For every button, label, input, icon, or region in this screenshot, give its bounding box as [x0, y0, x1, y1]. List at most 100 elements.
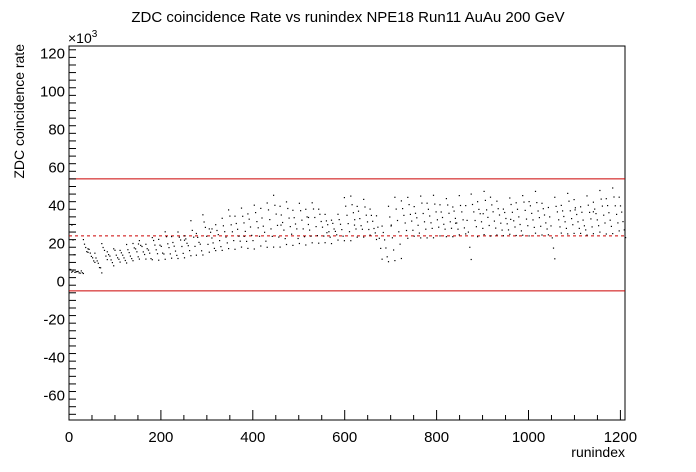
data-point [449, 221, 451, 223]
data-point [315, 226, 317, 228]
data-point [603, 214, 605, 216]
data-point [83, 243, 86, 245]
data-point [224, 231, 226, 233]
data-point [257, 227, 259, 229]
data-point [618, 230, 620, 232]
data-point [487, 216, 489, 218]
data-point [368, 228, 370, 231]
data-point [341, 229, 343, 231]
data-point [426, 237, 428, 239]
data-point [573, 232, 575, 234]
data-point [135, 248, 137, 250]
data-point [106, 259, 108, 261]
data-point [333, 228, 335, 230]
data-point [375, 238, 378, 241]
data-point [619, 205, 622, 207]
data-point [551, 237, 553, 239]
data-point [80, 270, 82, 272]
data-point [183, 235, 186, 237]
data-point [528, 235, 530, 237]
data-point [496, 234, 498, 236]
data-point [613, 196, 615, 198]
data-point [488, 224, 490, 227]
data-point [547, 234, 549, 236]
data-point [422, 212, 424, 215]
data-point [326, 232, 328, 234]
data-point [212, 242, 214, 244]
data-point [394, 260, 396, 262]
data-point [181, 245, 183, 248]
data-point [493, 220, 495, 222]
data-point [343, 197, 345, 199]
data-point [296, 228, 298, 230]
data-point [146, 248, 148, 250]
data-point [273, 246, 275, 248]
data-point [459, 204, 462, 207]
data-point [110, 259, 112, 261]
data-point [316, 235, 318, 237]
data-point [77, 270, 79, 272]
data-point [167, 243, 169, 245]
data-point [542, 208, 544, 210]
data-point [203, 221, 205, 223]
data-point [106, 251, 108, 253]
data-point [473, 211, 475, 213]
data-point [489, 235, 492, 237]
data-point [171, 257, 173, 259]
data-point [537, 210, 539, 212]
data-point [616, 213, 618, 215]
data-point [325, 220, 327, 222]
data-point [469, 246, 471, 248]
data-point [330, 219, 333, 221]
data-point [506, 223, 508, 225]
y-axis: 120 100 80 60 40 20 0 -20 -40 -60 [40, 46, 76, 415]
data-point [234, 215, 236, 217]
data-point [311, 242, 313, 244]
data-point [211, 228, 213, 230]
data-point [266, 202, 268, 204]
data-point [533, 226, 535, 228]
data-point [545, 222, 547, 224]
data-point [324, 242, 326, 244]
data-point [301, 219, 303, 221]
data-point [164, 258, 166, 260]
data-point [237, 228, 239, 230]
data-point [347, 223, 349, 225]
data-point [474, 219, 476, 222]
data-point [278, 236, 280, 238]
data-point [186, 242, 188, 244]
data-point [445, 198, 447, 200]
data-point [221, 249, 223, 251]
data-point [574, 207, 576, 209]
data-point [102, 246, 104, 249]
data-point [346, 214, 348, 216]
data-point [515, 202, 517, 204]
x-tick-label: 800 [424, 429, 449, 446]
data-point [74, 271, 76, 273]
data-point [323, 235, 325, 237]
data-point [377, 226, 379, 228]
data-point [293, 217, 295, 219]
data-point [350, 195, 352, 197]
data-point [132, 242, 134, 245]
data-point [409, 213, 411, 215]
data-point [360, 225, 362, 227]
data-point [589, 211, 591, 213]
data-point [475, 226, 477, 228]
data-point [88, 248, 90, 250]
data-point [408, 204, 410, 206]
data-point [318, 208, 320, 210]
data-point [567, 192, 569, 194]
data-point [71, 224, 73, 226]
data-point [580, 232, 582, 234]
data-point [264, 231, 266, 233]
data-point [199, 243, 201, 245]
data-point [131, 258, 133, 260]
data-point [386, 256, 388, 258]
data-point [361, 228, 363, 230]
data-point [586, 195, 588, 197]
data-point [491, 204, 493, 206]
data-point [373, 227, 375, 230]
data-point [477, 201, 479, 203]
data-point [582, 219, 584, 221]
